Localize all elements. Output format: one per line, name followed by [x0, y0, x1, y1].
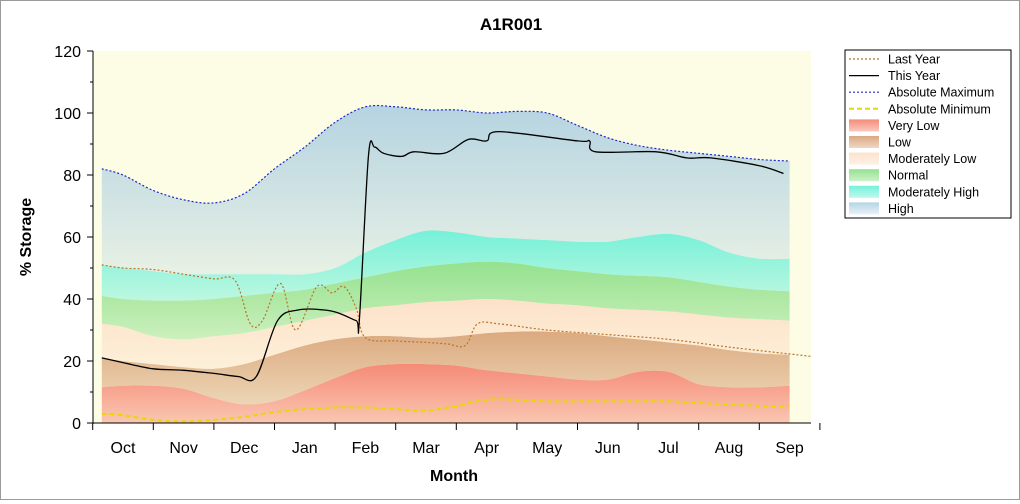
legend-label-moderately-high: Moderately High	[888, 185, 979, 199]
legend-swatch-very-low	[849, 119, 879, 132]
legend-swatch-high	[849, 202, 879, 215]
legend-label-very-low: Very Low	[888, 119, 940, 133]
y-axis-label: % Storage	[18, 198, 35, 276]
legend-swatch-normal	[849, 169, 879, 182]
y-tick-label: 100	[54, 106, 81, 123]
y-tick-label: 20	[63, 354, 81, 371]
x-tick-label: May	[532, 440, 562, 457]
band-high	[101, 105, 790, 275]
x-axis-label: Month	[430, 468, 478, 485]
x-tick-label: Mar	[412, 440, 440, 457]
line-last-year	[101, 264, 811, 357]
axes: 0 20 40 60 80 100 120 Oct Nov Dec Jan Feb Mar Apr May J…	[54, 44, 821, 457]
band-moderately-high	[101, 230, 790, 301]
band-moderately-low	[101, 299, 790, 369]
legend-label-high: High	[888, 202, 914, 216]
x-tick-label: Jun	[595, 440, 621, 457]
y-tick-label: 60	[63, 230, 81, 247]
x-tick-label: Nov	[169, 440, 197, 457]
line-this-year	[101, 130, 784, 382]
x-tick-label: Oct	[111, 440, 136, 457]
x-tick-label: Dec	[230, 440, 258, 457]
x-tick-label: Jan	[292, 440, 318, 457]
legend-label-moderately-low: Moderately Low	[888, 152, 977, 166]
legend-swatch-moderately-high	[849, 185, 879, 198]
line-absolute-minimum	[101, 398, 790, 423]
y-tick-label: 0	[72, 416, 81, 433]
legend-label-absolute-maximum: Absolute Maximum	[888, 86, 994, 100]
y-tick-label: 120	[54, 44, 81, 61]
legend-label-last-year: Last Year	[888, 53, 940, 67]
band-very-low	[101, 363, 790, 423]
x-tick-label: Sep	[775, 440, 804, 457]
band-low	[101, 331, 790, 405]
series-lines	[101, 104, 811, 423]
x-tick-label: Feb	[352, 440, 380, 457]
y-tick-label: 80	[63, 168, 81, 185]
legend-label-low: Low	[888, 136, 912, 150]
legend-swatch-low	[849, 136, 879, 148]
band-normal	[101, 261, 790, 340]
x-tick-label: Jul	[658, 440, 678, 457]
legend-label-this-year: This Year	[888, 69, 940, 83]
chart-title: A1R001	[480, 15, 542, 34]
legend-label-absolute-minimum: Absolute Minimum	[888, 102, 991, 116]
line-absolute-maximum	[101, 104, 790, 204]
legend-swatch-moderately-low	[849, 152, 879, 165]
legend-label-normal: Normal	[888, 169, 928, 183]
legend: Last Year This Year Absolute Maximum Absolu…	[844, 49, 1012, 219]
range-bands	[101, 105, 790, 423]
y-tick-label: 40	[63, 292, 81, 309]
x-tick-label: Aug	[715, 440, 743, 457]
x-tick-label: Apr	[474, 440, 500, 457]
